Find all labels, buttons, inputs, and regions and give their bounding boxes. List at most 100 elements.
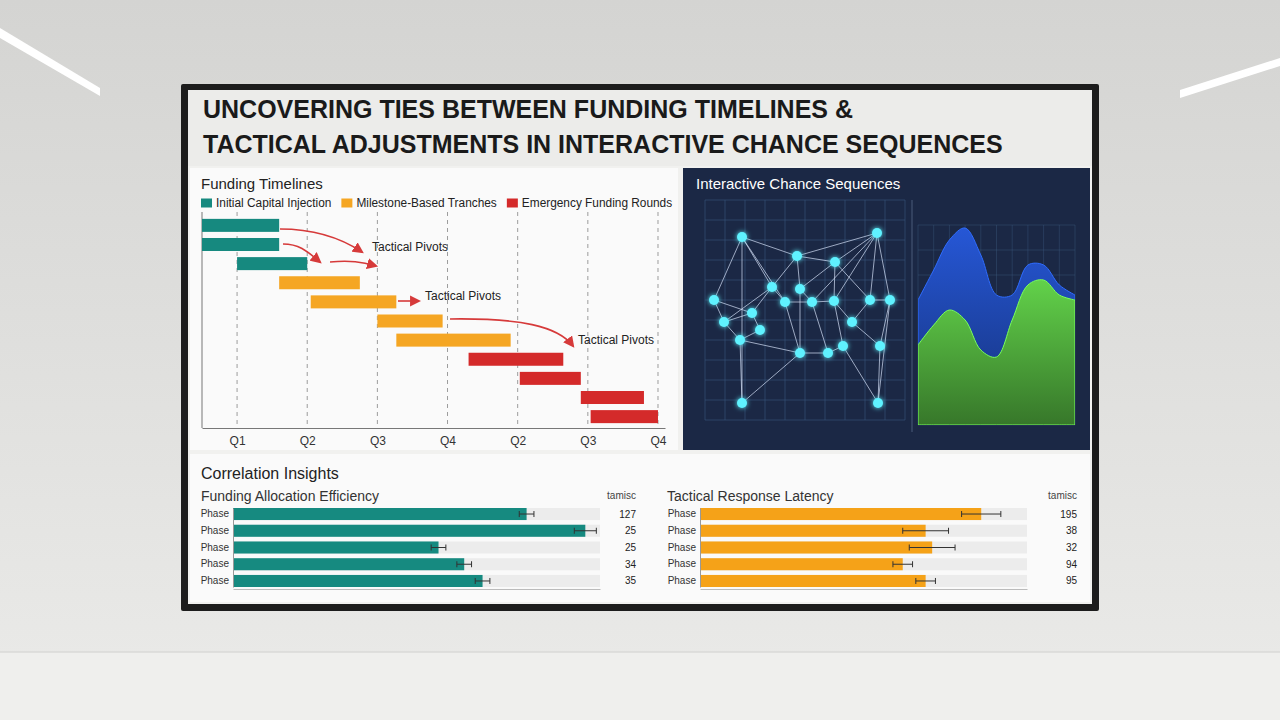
error-cap bbox=[471, 561, 472, 567]
error-bar bbox=[574, 528, 596, 534]
x-axis bbox=[234, 589, 601, 590]
node bbox=[865, 295, 875, 305]
track bbox=[700, 541, 1027, 553]
node bbox=[737, 398, 747, 408]
tick: Q3 bbox=[580, 428, 596, 448]
error-cap bbox=[445, 545, 446, 551]
error-bar bbox=[909, 545, 955, 551]
error-line bbox=[909, 547, 955, 548]
bar bbox=[700, 541, 932, 553]
edge bbox=[843, 346, 878, 403]
table-value: 25 bbox=[625, 525, 637, 536]
edge bbox=[852, 322, 880, 346]
grid-line bbox=[307, 212, 308, 428]
tick: Q2 bbox=[510, 428, 526, 448]
edge bbox=[714, 300, 752, 313]
error-line bbox=[903, 530, 949, 531]
tick-label: Q2 bbox=[510, 434, 526, 448]
annotation: Tactical Pivots bbox=[425, 289, 501, 303]
edge bbox=[834, 301, 843, 346]
tick-label: Phase bbox=[668, 508, 697, 519]
axis-line bbox=[233, 509, 234, 588]
annotations: Tactical PivotsTactical PivotsTactical P… bbox=[280, 229, 654, 347]
areas bbox=[918, 228, 1075, 425]
grid-line bbox=[705, 240, 905, 241]
edge bbox=[800, 289, 801, 353]
tick: Phase bbox=[201, 558, 233, 569]
error-bar bbox=[519, 511, 534, 517]
error-line bbox=[574, 530, 596, 531]
tick: Phase bbox=[668, 525, 700, 536]
error-cap bbox=[912, 561, 913, 567]
tick-label: Phase bbox=[201, 542, 230, 553]
edge bbox=[797, 256, 835, 262]
tick: Phase bbox=[668, 575, 700, 586]
track bbox=[700, 508, 1027, 520]
node bbox=[795, 284, 805, 294]
bar bbox=[237, 257, 307, 270]
arrow bbox=[330, 261, 376, 266]
track bbox=[700, 575, 1027, 587]
area bbox=[918, 280, 1075, 425]
tick: Phase bbox=[668, 542, 700, 553]
node bbox=[838, 341, 848, 351]
legend-item: Milestone-Based Tranches bbox=[341, 196, 496, 210]
error-bar bbox=[903, 528, 949, 534]
bar bbox=[469, 353, 564, 366]
bar bbox=[202, 238, 279, 251]
node bbox=[735, 335, 745, 345]
grid-line bbox=[705, 200, 706, 420]
ceiling-light bbox=[0, 28, 100, 96]
chart-title: Funding Timelines bbox=[201, 175, 323, 192]
grid-line bbox=[705, 380, 905, 381]
node bbox=[873, 398, 883, 408]
bar bbox=[233, 558, 464, 570]
error-cap bbox=[431, 545, 432, 551]
chart-title: Interactive Chance Sequences bbox=[696, 175, 900, 192]
bar bbox=[233, 575, 483, 587]
legend-item: Emergency Funding Rounds bbox=[507, 196, 672, 210]
grid-line bbox=[705, 220, 905, 221]
edge bbox=[742, 237, 743, 403]
error-bar bbox=[893, 561, 913, 567]
edge bbox=[742, 237, 797, 256]
bar bbox=[311, 295, 397, 308]
screen-bezel bbox=[181, 84, 1099, 611]
error-cap bbox=[948, 528, 949, 534]
error-line bbox=[893, 564, 913, 565]
bar bbox=[700, 575, 926, 587]
grid-line bbox=[705, 360, 905, 361]
bar bbox=[233, 541, 439, 553]
edge bbox=[800, 262, 835, 289]
grid-line bbox=[918, 225, 1075, 226]
arrow bbox=[450, 319, 573, 346]
track bbox=[700, 525, 1027, 537]
y-axis: PhasePhasePhasePhasePhase bbox=[668, 508, 701, 587]
error-line bbox=[916, 580, 936, 581]
tick-label: Phase bbox=[668, 575, 697, 586]
grid-line bbox=[705, 280, 905, 281]
error-bar bbox=[475, 578, 490, 584]
grid-line bbox=[865, 200, 866, 420]
error-bar bbox=[962, 511, 1001, 517]
bar bbox=[581, 391, 644, 404]
marks bbox=[709, 228, 895, 408]
track bbox=[233, 575, 600, 587]
chart-title: Funding Allocation Efficiency bbox=[201, 488, 379, 504]
error-cap bbox=[902, 528, 903, 534]
wall bbox=[0, 0, 1280, 720]
grid-line bbox=[885, 200, 886, 420]
error-bar bbox=[916, 578, 936, 584]
grid-line bbox=[705, 320, 905, 321]
error-cap bbox=[955, 545, 956, 551]
bar bbox=[279, 276, 360, 289]
tick: Phase bbox=[201, 508, 233, 519]
edge bbox=[724, 287, 772, 322]
error-cap bbox=[909, 545, 910, 551]
edge bbox=[834, 233, 877, 301]
node bbox=[807, 297, 817, 307]
legend-swatch bbox=[507, 199, 518, 208]
grid-line bbox=[705, 260, 905, 261]
bar bbox=[520, 372, 581, 385]
error-cap bbox=[892, 561, 893, 567]
